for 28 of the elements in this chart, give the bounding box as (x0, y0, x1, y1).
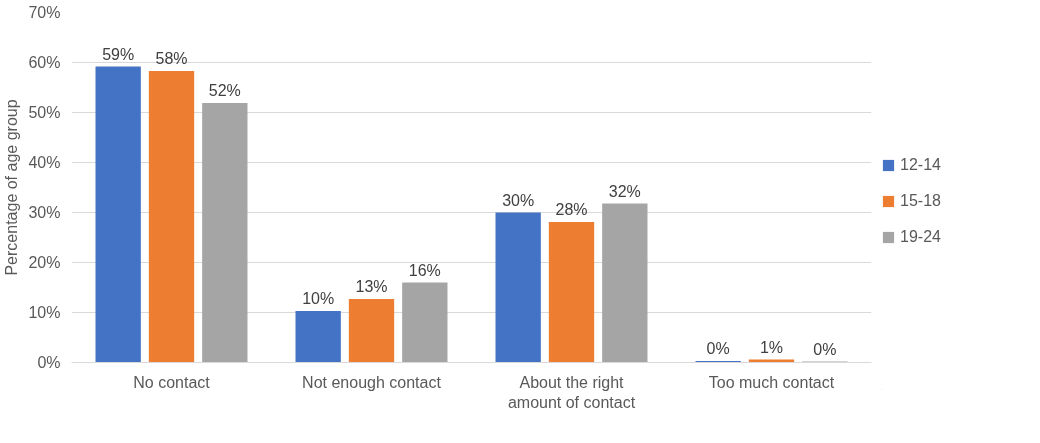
data-label: 0% (706, 340, 730, 357)
data-label: 16% (408, 261, 441, 279)
y-tick-label: 20% (28, 254, 61, 271)
x-tick-label: About the right amount of contact (507, 373, 636, 411)
data-label: 0% (813, 340, 837, 358)
y-tick-label: 40% (28, 154, 61, 171)
legend-label: 12-14 (900, 155, 941, 174)
data-label: 30% (502, 191, 535, 209)
x-tick-label: No contact (133, 373, 211, 391)
data-label: 52% (208, 82, 241, 99)
legend-label: 15-18 (900, 191, 941, 210)
y-tick-label: 50% (28, 104, 61, 121)
y-tick-label: 30% (28, 204, 61, 221)
y-axis-title: Percentage of age group (3, 99, 21, 276)
legend-label: 19-24 (900, 227, 941, 246)
y-tick-label: 70% (28, 4, 61, 21)
data-label: 10% (302, 290, 335, 307)
data-label: 1% (759, 338, 784, 356)
y-tick-label: 60% (28, 54, 61, 71)
x-tick-label: Too much contact (708, 373, 835, 391)
y-tick-label: 0% (37, 354, 61, 371)
x-tick-label: Not enough contact (302, 373, 442, 391)
data-label: 28% (555, 201, 588, 218)
data-label: 13% (355, 278, 388, 295)
data-label: 58% (155, 50, 188, 67)
y-tick-label: 10% (28, 304, 61, 321)
data-label: 59% (102, 45, 135, 63)
data-label: 32% (608, 182, 641, 200)
